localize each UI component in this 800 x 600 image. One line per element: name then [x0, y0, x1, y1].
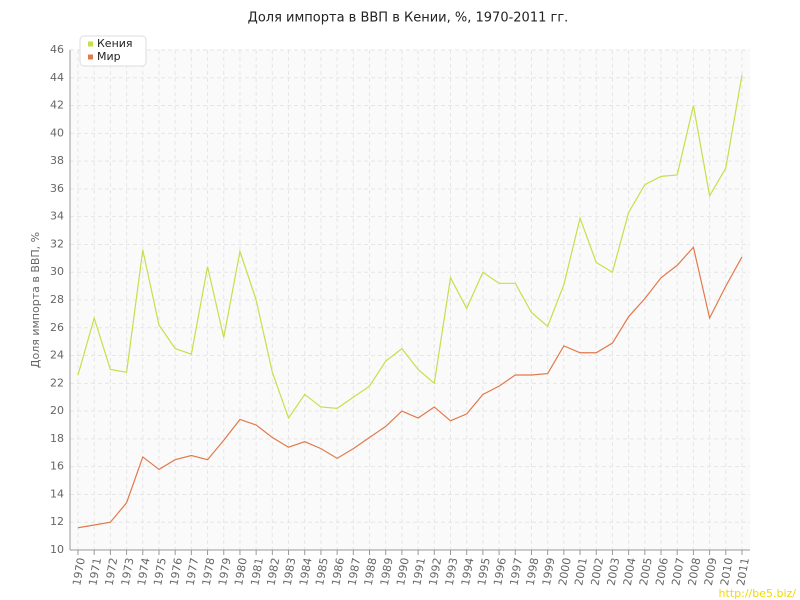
y-tick-label: 38 [50, 154, 64, 167]
chart-title: Доля импорта в ВВП в Кении, %, 1970-2011… [248, 11, 569, 26]
x-tick-label: 1971 [86, 557, 104, 587]
y-tick-label: 32 [50, 237, 64, 250]
x-tick-label: 1986 [329, 557, 347, 587]
x-tick-label: 1992 [427, 557, 445, 587]
x-tick-label: 1996 [491, 557, 509, 587]
x-tick-label: 1982 [265, 557, 283, 587]
x-tick-label: 1993 [443, 557, 461, 587]
x-tick-label: 1974 [135, 557, 153, 587]
x-tick-label: 1975 [151, 557, 169, 587]
x-tick-label: 1991 [410, 557, 428, 587]
x-tick-label: 1970 [70, 557, 88, 587]
y-tick-label: 18 [50, 432, 64, 445]
x-tick-label: 1977 [184, 557, 202, 587]
legend-swatch [88, 54, 93, 60]
y-tick-label: 44 [50, 71, 64, 84]
x-tick-label: 1985 [313, 557, 331, 587]
y-tick-label: 26 [50, 321, 64, 334]
x-tick-label: 1973 [119, 557, 137, 587]
x-tick-label: 1999 [540, 557, 558, 587]
x-tick-label: 1994 [459, 557, 477, 587]
watermark: http://be5.biz/ [719, 587, 797, 600]
x-tick-label: 1983 [281, 557, 299, 587]
y-tick-label: 20 [50, 404, 64, 417]
x-tick-label: 2010 [718, 557, 736, 587]
series-line [77, 245, 743, 529]
x-tick-label: 1979 [216, 557, 234, 587]
x-tick-label: 2006 [653, 557, 671, 587]
x-tick-label: 1987 [346, 557, 364, 587]
y-tick-label: 10 [50, 543, 64, 556]
x-tick-label: 1989 [378, 557, 396, 587]
y-tick-label: 46 [50, 43, 64, 56]
x-tick-label: 1972 [103, 557, 121, 587]
x-tick-label: 1990 [394, 557, 412, 587]
x-tick-label: 2002 [588, 557, 606, 587]
y-axis-label: Доля импорта в ВВП, % [29, 232, 42, 368]
x-tick-label: 2009 [702, 557, 720, 587]
legend-swatch [88, 41, 93, 47]
x-tick-label: 2000 [556, 557, 574, 587]
legend-label: Мир [97, 50, 121, 63]
x-tick-label: 2003 [605, 557, 623, 587]
x-tick-label: 1980 [232, 557, 250, 587]
x-tick-label: 2001 [572, 557, 590, 587]
x-tick-label: 1978 [200, 557, 218, 587]
series-line [77, 74, 743, 420]
y-tick-label: 30 [50, 265, 64, 278]
y-tick-label: 14 [50, 487, 64, 500]
x-tick-label: 1998 [524, 557, 542, 587]
y-tick-label: 34 [50, 210, 64, 223]
x-tick-label: 2007 [669, 557, 687, 587]
x-tick-label: 1997 [508, 557, 526, 587]
x-tick-label: 1976 [167, 557, 185, 587]
x-tick-label: 1995 [475, 557, 493, 587]
x-tick-label: 2011 [734, 557, 752, 587]
y-tick-label: 36 [50, 182, 64, 195]
y-tick-label: 40 [50, 126, 64, 139]
legend-label: Кения [97, 37, 133, 50]
y-tick-label: 22 [50, 376, 64, 389]
x-tick-label: 1988 [362, 557, 380, 587]
y-tick-label: 28 [50, 293, 64, 306]
x-tick-label: 1984 [297, 557, 315, 587]
y-tick-label: 16 [50, 460, 64, 473]
x-tick-label: 2004 [621, 557, 639, 587]
y-tick-label: 42 [50, 99, 64, 112]
x-tick-label: 1981 [248, 557, 266, 587]
x-tick-label: 2005 [637, 557, 655, 587]
x-tick-label: 2008 [686, 557, 704, 587]
y-tick-label: 12 [50, 515, 64, 528]
legend-box [79, 35, 147, 67]
y-tick-label: 24 [50, 349, 64, 362]
